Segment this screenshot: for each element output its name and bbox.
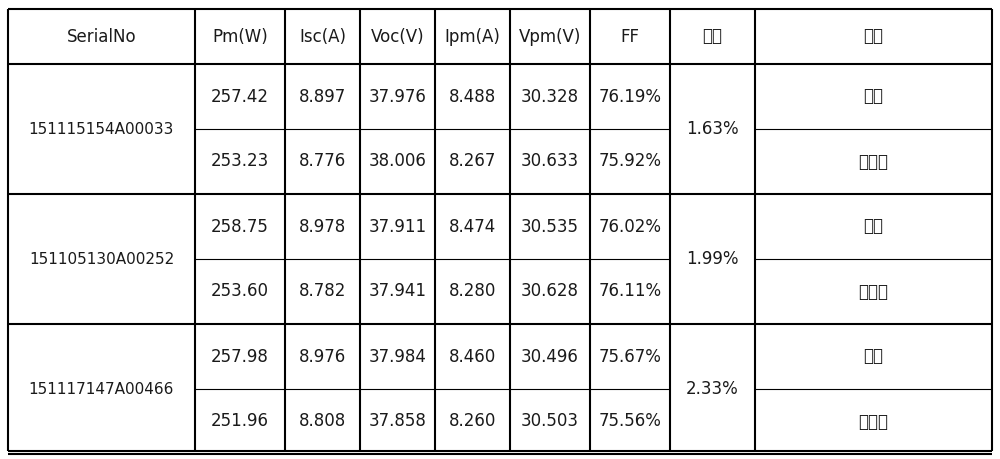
Text: 75.56%: 75.56% bbox=[599, 413, 661, 431]
Text: 37.911: 37.911 bbox=[368, 218, 427, 235]
Text: 75.92%: 75.92% bbox=[598, 152, 662, 170]
Text: 151105130A00252: 151105130A00252 bbox=[29, 252, 174, 267]
Text: 说明: 说明 bbox=[864, 28, 884, 45]
Text: FF: FF bbox=[620, 28, 640, 45]
Text: 2.33%: 2.33% bbox=[686, 380, 739, 398]
Text: 30.503: 30.503 bbox=[521, 413, 579, 431]
Text: 37.941: 37.941 bbox=[368, 282, 426, 301]
Text: Isc(A): Isc(A) bbox=[299, 28, 346, 45]
Text: 衰减值: 衰减值 bbox=[858, 152, 889, 170]
Text: 1.63%: 1.63% bbox=[686, 120, 739, 138]
Text: 8.897: 8.897 bbox=[299, 88, 346, 106]
Text: 8.782: 8.782 bbox=[299, 282, 346, 301]
Text: 37.984: 37.984 bbox=[369, 347, 426, 365]
Text: 76.19%: 76.19% bbox=[598, 88, 662, 106]
Text: 30.628: 30.628 bbox=[521, 282, 579, 301]
Text: 1.99%: 1.99% bbox=[686, 250, 739, 268]
Text: 257.98: 257.98 bbox=[211, 347, 269, 365]
Text: 257.42: 257.42 bbox=[211, 88, 269, 106]
Text: 8.267: 8.267 bbox=[449, 152, 496, 170]
Text: 衰减值: 衰减值 bbox=[858, 413, 889, 431]
Text: 76.02%: 76.02% bbox=[598, 218, 662, 235]
Text: 30.496: 30.496 bbox=[521, 347, 579, 365]
Text: 251.96: 251.96 bbox=[211, 413, 269, 431]
Text: 253.23: 253.23 bbox=[211, 152, 269, 170]
Text: 8.260: 8.260 bbox=[449, 413, 496, 431]
Text: Pm(W): Pm(W) bbox=[212, 28, 268, 45]
Text: 30.535: 30.535 bbox=[521, 218, 579, 235]
Text: 75.67%: 75.67% bbox=[599, 347, 661, 365]
Text: 原值: 原值 bbox=[864, 88, 884, 106]
Text: 8.976: 8.976 bbox=[299, 347, 346, 365]
Text: 30.633: 30.633 bbox=[521, 152, 579, 170]
Text: 8.808: 8.808 bbox=[299, 413, 346, 431]
Text: 8.776: 8.776 bbox=[299, 152, 346, 170]
Text: 8.474: 8.474 bbox=[449, 218, 496, 235]
Text: 151117147A00466: 151117147A00466 bbox=[29, 381, 174, 397]
Text: 253.60: 253.60 bbox=[211, 282, 269, 301]
Text: Vpm(V): Vpm(V) bbox=[519, 28, 581, 45]
Text: 8.488: 8.488 bbox=[449, 88, 496, 106]
Text: 37.858: 37.858 bbox=[369, 413, 426, 431]
Text: 衰减: 衰减 bbox=[702, 28, 722, 45]
Text: 原值: 原值 bbox=[864, 347, 884, 365]
Text: 151115154A00033: 151115154A00033 bbox=[29, 122, 174, 136]
Text: 76.11%: 76.11% bbox=[598, 282, 662, 301]
Text: Ipm(A): Ipm(A) bbox=[445, 28, 500, 45]
Text: 8.280: 8.280 bbox=[449, 282, 496, 301]
Text: 258.75: 258.75 bbox=[211, 218, 269, 235]
Text: SerialNo: SerialNo bbox=[67, 28, 136, 45]
Text: Voc(V): Voc(V) bbox=[371, 28, 424, 45]
Text: 38.006: 38.006 bbox=[369, 152, 426, 170]
Text: 原值: 原值 bbox=[864, 218, 884, 235]
Text: 37.976: 37.976 bbox=[369, 88, 426, 106]
Text: 8.460: 8.460 bbox=[449, 347, 496, 365]
Text: 8.978: 8.978 bbox=[299, 218, 346, 235]
Text: 30.328: 30.328 bbox=[521, 88, 579, 106]
Text: 衰减值: 衰减值 bbox=[858, 282, 889, 301]
